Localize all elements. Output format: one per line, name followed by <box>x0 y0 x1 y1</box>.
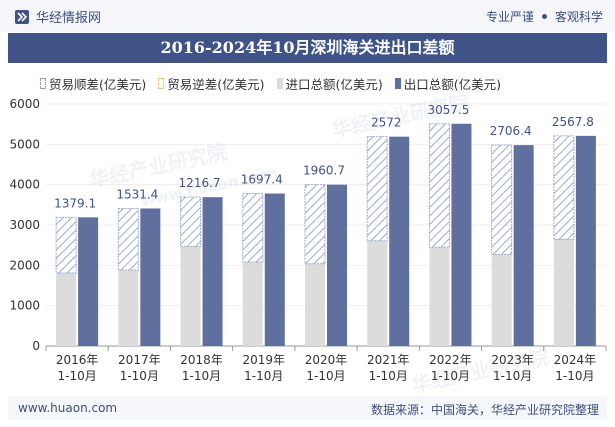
x-tick-label: 1-10月 <box>431 369 470 383</box>
legend-label-deficit: 贸易逆差(亿美元) <box>167 77 265 92</box>
chart-legend: 贸易顺差(亿美元) 贸易逆差(亿美元) 进口总额(亿美元) 出口总额(亿美元) <box>40 74 501 93</box>
chart-title: 2016-2024年10月深圳海关进出口差额 <box>8 33 607 63</box>
surplus-bar <box>553 135 575 241</box>
export-bar <box>513 145 534 346</box>
surplus-data-label: 1379.1 <box>54 196 96 210</box>
surplus-data-label: 1216.7 <box>179 176 221 190</box>
legend-item-export[interactable]: 出口总额(亿美元) <box>394 74 502 93</box>
y-tick-label: 3000 <box>9 218 40 232</box>
tagline: 专业严谨 客观科学 <box>486 8 603 25</box>
surplus-data-label: 1697.4 <box>241 173 283 187</box>
export-bar <box>575 135 596 346</box>
import-bar <box>491 254 512 346</box>
export-bar <box>202 197 223 346</box>
surplus-data-label: 1960.7 <box>303 164 345 178</box>
import-bar <box>56 272 77 346</box>
import-bar <box>305 263 325 346</box>
import-bar <box>553 239 574 346</box>
x-tick-label: 1-10月 <box>182 369 221 383</box>
footer: www.huaon.com 数据来源：中国海关，华经产业研究院整理 <box>8 396 607 420</box>
import-bar <box>367 240 388 346</box>
surplus-bar <box>428 123 450 248</box>
x-tick-label: 2016年 <box>56 353 99 367</box>
x-tick-label: 2022年 <box>429 353 472 367</box>
legend-item-deficit[interactable]: 贸易逆差(亿美元) <box>158 74 265 93</box>
x-tick-label: 2018年 <box>180 353 223 367</box>
labels-group: 0 1000 2000 3000 4000 5000 6000 1379.1 2016年 1-10… <box>9 97 596 383</box>
surplus-bar <box>304 184 326 265</box>
tagline-1: 专业严谨 <box>485 10 534 24</box>
import-bar <box>118 270 139 346</box>
legend-swatch-import <box>276 78 283 89</box>
export-bar <box>264 193 285 346</box>
import-bar <box>180 246 201 346</box>
x-tick-label: 1-10月 <box>306 369 345 383</box>
y-tick-label: 4000 <box>9 178 40 192</box>
footer-source: 数据来源：中国海关，华经产业研究院整理 <box>370 403 599 417</box>
import-bar <box>242 262 263 346</box>
legend-swatch-deficit <box>158 78 165 89</box>
x-tick-label: 2020年 <box>305 353 348 367</box>
y-tick-label: 2000 <box>9 258 40 272</box>
brand-name: 华经情报网 <box>36 11 102 26</box>
surplus-bar <box>491 144 513 255</box>
y-tick-label: 6000 <box>9 97 40 111</box>
tagline-2: 客观科学 <box>554 10 603 24</box>
legend-label-import: 进口总额(亿美元) <box>285 77 383 92</box>
import-bar <box>429 247 450 346</box>
y-tick-label: 1000 <box>9 299 40 313</box>
x-tick-label: 2024年 <box>554 353 597 367</box>
y-tick-label: 0 <box>32 339 40 353</box>
legend-label-export: 出口总额(亿美元) <box>403 77 502 92</box>
x-tick-label: 2023年 <box>491 353 534 367</box>
grid-lines <box>45 103 607 351</box>
export-bar <box>451 123 472 346</box>
top-bar: 华经情报网 专业严谨 客观科学 <box>0 0 615 32</box>
legend-item-surplus[interactable]: 贸易顺差(亿美元) <box>40 74 146 93</box>
x-tick-label: 1-10月 <box>57 369 96 383</box>
surplus-bar <box>55 216 77 274</box>
surplus-data-label: 3057.5 <box>427 103 469 117</box>
legend-label-surplus: 贸易顺差(亿美元) <box>49 77 147 92</box>
legend-swatch-surplus <box>40 78 46 89</box>
legend-item-import[interactable]: 进口总额(亿美元) <box>276 74 383 93</box>
brand[interactable]: 华经情报网 <box>14 7 101 26</box>
huajing-logo-icon <box>15 9 29 24</box>
legend-swatch-export <box>394 78 401 89</box>
x-tick-label: 1-10月 <box>369 369 408 383</box>
surplus-bar <box>366 136 388 242</box>
footer-url-link[interactable]: www.huaon.com <box>18 401 118 415</box>
x-tick-label: 1-10月 <box>493 369 532 383</box>
x-tick-label: 2019年 <box>243 353 286 367</box>
separator-dot-icon <box>541 14 547 19</box>
surplus-bar <box>117 207 139 271</box>
export-bar <box>78 217 99 346</box>
surplus-data-label: 1531.4 <box>116 187 158 201</box>
surplus-data-label: 2567.8 <box>552 115 594 129</box>
surplus-bar <box>180 196 202 247</box>
surplus-data-label: 2572 <box>371 116 402 130</box>
export-bar <box>140 208 161 346</box>
export-bar <box>389 136 410 346</box>
x-tick-label: 1-10月 <box>120 369 159 383</box>
surplus-bar <box>242 193 264 263</box>
x-tick-label: 2017年 <box>118 353 161 367</box>
bars-group <box>55 123 596 346</box>
y-tick-label: 5000 <box>9 137 40 151</box>
x-tick-label: 1-10月 <box>555 369 594 383</box>
surplus-data-label: 2706.4 <box>490 124 532 138</box>
x-tick-label: 1-10月 <box>244 369 283 383</box>
x-tick-label: 2021年 <box>367 353 410 367</box>
export-bar <box>327 184 347 346</box>
